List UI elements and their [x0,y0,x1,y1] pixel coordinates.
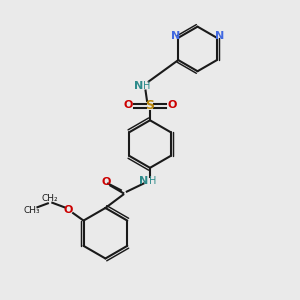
Text: O: O [64,205,74,215]
Text: O: O [123,100,132,110]
Text: O: O [168,100,177,110]
Text: N: N [215,31,224,41]
Text: N: N [140,176,149,186]
Text: CH₃: CH₃ [23,206,40,215]
Text: S: S [146,99,154,112]
Text: N: N [134,81,144,91]
Text: CH₂: CH₂ [41,194,58,203]
Text: O: O [102,177,111,188]
Text: N: N [171,31,180,41]
Text: H: H [149,176,157,186]
Text: H: H [143,81,151,91]
